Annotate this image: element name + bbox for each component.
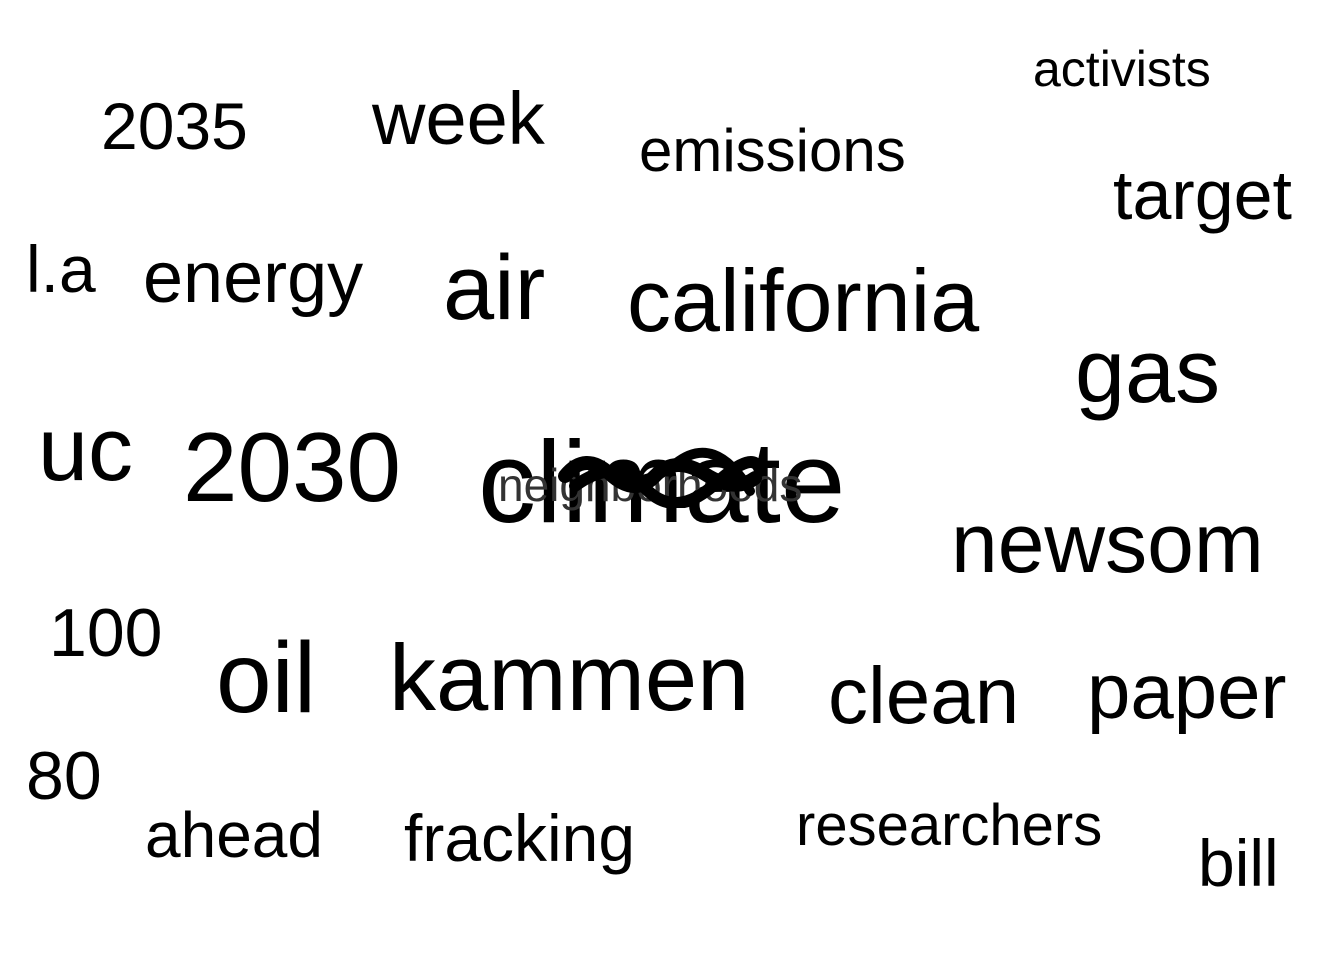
word-overlap-scribble	[555, 446, 775, 509]
word-newsom: newsom	[951, 496, 1264, 590]
word-uc: uc	[38, 400, 134, 500]
word-target: target	[1113, 156, 1292, 234]
word-fracking: fracking	[404, 801, 636, 875]
word-week: week	[372, 77, 545, 160]
word-100: 100	[49, 595, 163, 671]
word-2035: 2035	[101, 89, 248, 163]
word-energy: energy	[143, 238, 364, 318]
word-emissions: emissions	[639, 117, 906, 184]
word-kammen: kammen	[389, 625, 750, 730]
word-california: california	[627, 251, 980, 350]
word-oil: oil	[216, 622, 317, 734]
word-paper: paper	[1087, 647, 1287, 735]
word-researchers: researchers	[796, 793, 1103, 858]
word-ahead: ahead	[145, 799, 323, 871]
word-80: 80	[26, 738, 102, 814]
word-air: air	[443, 237, 546, 339]
word-gas: gas	[1075, 322, 1221, 422]
word-climate: climate	[478, 417, 846, 547]
word-clean: clean	[828, 651, 1020, 740]
word-bill: bill	[1198, 826, 1279, 900]
word-la: l.a	[26, 232, 96, 306]
word-activists: activists	[1033, 41, 1211, 97]
overlap-scribble-icon	[558, 447, 766, 509]
word-2030: 2030	[183, 412, 402, 522]
